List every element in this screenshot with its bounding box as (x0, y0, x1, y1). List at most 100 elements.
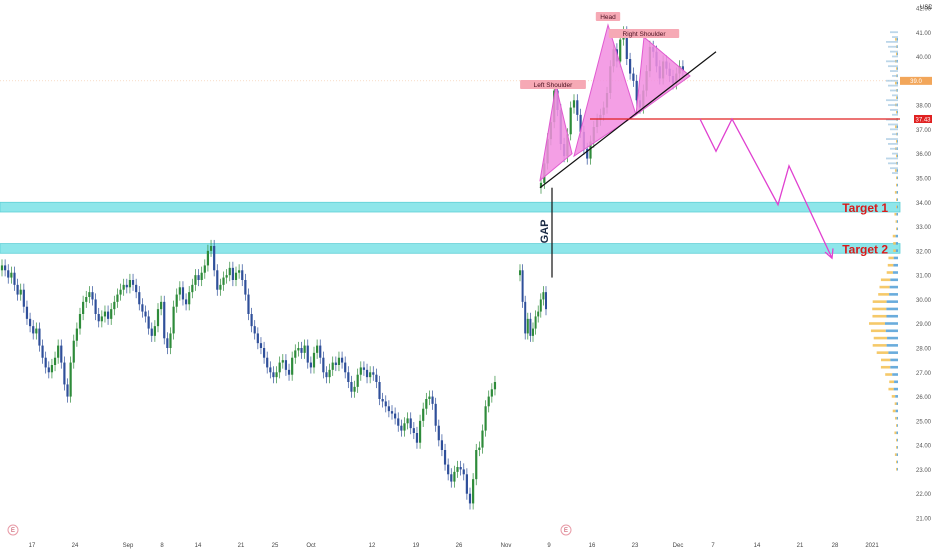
volume-bar (896, 67, 898, 70)
candle-body (35, 328, 38, 334)
candle-body (521, 270, 524, 302)
candle-body (400, 425, 403, 431)
volume-bar (889, 285, 898, 289)
volume-bar (897, 154, 898, 158)
axes: 42.0041.0040.0039.0038.0037.0036.0035.00… (7, 5, 932, 549)
candle-body (569, 107, 572, 135)
candle-body (272, 372, 275, 378)
volume-bar (888, 104, 898, 106)
candle-body (362, 367, 366, 370)
volume-bar (886, 60, 898, 63)
candle-body (275, 372, 278, 378)
candle-body (589, 141, 592, 159)
volume-bar (894, 212, 897, 216)
y-tick-label: 42.00 (916, 7, 932, 13)
y-tick-label: 22.00 (916, 492, 932, 498)
candle-body (484, 406, 487, 431)
volume-bar (888, 84, 898, 87)
candle-body (453, 471, 456, 482)
volume-bar (894, 191, 897, 194)
candle-body (415, 433, 419, 443)
candle-body (141, 304, 144, 312)
candle-body (82, 301, 85, 314)
candle-body (163, 301, 166, 339)
volume-bar (896, 110, 898, 114)
candle-body (97, 314, 100, 322)
x-tick-label: 21 (238, 543, 245, 549)
candle-body (481, 430, 484, 448)
volume-bar (895, 234, 898, 238)
volume-bar (880, 278, 891, 282)
candle-body (387, 406, 390, 412)
volume-bar (896, 205, 898, 209)
candle-body (537, 311, 540, 317)
candle-body (13, 272, 16, 285)
candle-body (437, 425, 440, 441)
candle-body (10, 272, 13, 278)
volume-bar (896, 96, 898, 99)
volume-bar (892, 94, 898, 97)
candle-body (397, 418, 400, 426)
volume-bar (894, 431, 897, 435)
candle-body (472, 479, 475, 504)
candle-body (231, 267, 234, 280)
candle-body (390, 411, 394, 414)
y-tick-label: 23.00 (916, 468, 932, 474)
candle-body (113, 301, 116, 310)
volume-bar (892, 36, 898, 38)
volume-bar (890, 89, 898, 92)
volume-bar (886, 271, 893, 274)
volume-bar (897, 227, 898, 231)
head-and-shoulders-pattern: GAP Left Shoulder Head Right Shoulder (520, 12, 900, 278)
y-tick-label: 26.00 (916, 395, 932, 401)
candle-body (238, 270, 241, 273)
candle-body (375, 374, 378, 382)
volume-bar (892, 152, 898, 155)
candle-body (63, 362, 66, 385)
x-tick-label: 14 (195, 543, 202, 549)
volume-bar (896, 402, 898, 405)
neckline (539, 51, 717, 189)
candle-body (409, 418, 412, 429)
volume-bar (888, 45, 898, 48)
candle-body (319, 345, 322, 358)
candle-body (309, 362, 312, 368)
volume-bar (896, 446, 898, 449)
left-shoulder-label-bg (520, 80, 586, 89)
candle-body (44, 357, 47, 368)
candle-body (91, 292, 94, 300)
candle-body (478, 447, 481, 450)
volume-bar (886, 138, 898, 140)
candle-body (269, 367, 272, 373)
candle-body (135, 284, 138, 293)
candle-body (406, 418, 409, 424)
candle-body (545, 292, 547, 310)
x-tick-label: 25 (272, 543, 279, 549)
volume-bar (894, 453, 897, 456)
candle-body (119, 289, 122, 295)
candle-body (191, 284, 194, 293)
volume-bar (892, 113, 898, 116)
candle-body (450, 474, 453, 482)
y-tick-label: 21.00 (916, 517, 932, 523)
x-tick-label: 28 (832, 543, 839, 549)
candle-body (50, 365, 54, 373)
volume-bar (893, 387, 898, 391)
candle-body (440, 440, 444, 450)
candle-body (428, 396, 431, 399)
candle-body (325, 372, 328, 378)
candle-body (468, 493, 472, 504)
level-price-tag-bg (914, 114, 932, 123)
left-shoulder-label: Left Shoulder (534, 82, 574, 89)
candle-body (206, 250, 210, 266)
candle-body (619, 39, 622, 62)
candle-body (253, 326, 256, 334)
volume-bar (897, 205, 898, 209)
candle-body (542, 292, 545, 300)
volume-bar (896, 453, 898, 456)
current-price-tag-bg (900, 76, 932, 85)
volume-profile (869, 31, 898, 471)
candle-body (316, 345, 319, 353)
candles (0, 26, 684, 510)
volume-bar (890, 31, 898, 34)
